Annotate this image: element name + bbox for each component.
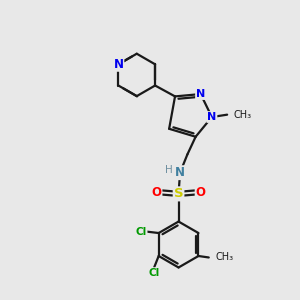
Text: S: S (174, 188, 183, 200)
Text: O: O (196, 186, 206, 199)
Text: Cl: Cl (148, 268, 160, 278)
Text: N: N (207, 112, 217, 122)
Text: CH₃: CH₃ (215, 253, 233, 262)
Text: Cl: Cl (135, 226, 147, 237)
Text: O: O (152, 186, 161, 199)
Text: H: H (165, 165, 173, 175)
Text: N: N (113, 58, 123, 71)
Text: N: N (175, 166, 185, 179)
Text: N: N (196, 89, 205, 99)
Text: CH₃: CH₃ (234, 110, 252, 120)
